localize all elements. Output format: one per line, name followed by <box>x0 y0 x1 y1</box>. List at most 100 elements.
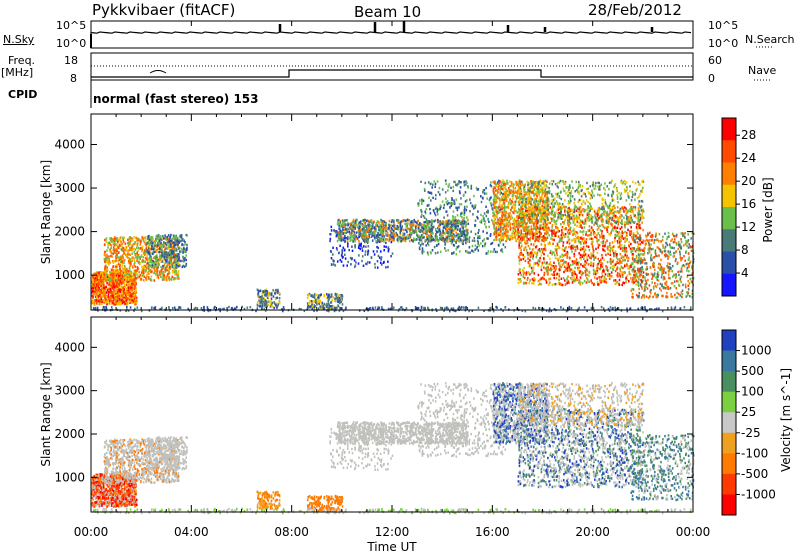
power-cell <box>119 297 121 301</box>
power-cell <box>410 233 413 236</box>
power-cell <box>416 238 419 241</box>
power-cell <box>493 213 496 217</box>
power-cell <box>109 278 112 281</box>
power-cell <box>343 249 346 252</box>
power-cell <box>120 256 122 259</box>
power-cell <box>429 237 431 241</box>
power-cell <box>429 182 432 186</box>
power-cell <box>112 291 114 294</box>
power-cell <box>261 304 263 308</box>
power-cell <box>425 244 428 247</box>
power-cell <box>596 234 598 237</box>
power-cell <box>426 220 428 223</box>
power-cell <box>118 284 120 287</box>
power-cell <box>114 276 117 279</box>
power-cell <box>420 228 422 232</box>
power-cell <box>415 221 418 224</box>
power-cell <box>467 186 470 189</box>
power-cell <box>117 300 120 303</box>
power-cell <box>134 301 136 304</box>
power-cell <box>346 227 349 231</box>
power-cell <box>276 302 278 306</box>
power-cell <box>490 242 492 246</box>
power-cell <box>443 203 446 207</box>
power-cell <box>98 291 100 294</box>
power-cell <box>114 286 116 289</box>
power-cell <box>118 265 121 268</box>
power-cell <box>160 247 163 251</box>
power-cell <box>351 225 354 228</box>
power-cell <box>459 229 461 233</box>
power-cell <box>109 279 111 282</box>
power-cell <box>465 231 468 235</box>
power-cell <box>381 231 384 234</box>
power-cell <box>448 229 451 232</box>
power-cell <box>133 275 135 278</box>
power-cell <box>491 218 493 222</box>
power-cell <box>496 189 499 193</box>
power-cell <box>487 218 489 221</box>
power-cell <box>167 273 169 276</box>
power-cell <box>458 180 460 183</box>
power-cell <box>400 236 402 239</box>
power-cell <box>347 260 349 264</box>
power-cell <box>136 251 138 254</box>
power-cell <box>439 232 442 236</box>
power-cell <box>506 193 509 197</box>
power-cell <box>128 294 131 297</box>
power-cell <box>437 218 439 222</box>
power-cell <box>135 277 137 280</box>
power-cell <box>369 230 371 234</box>
power-cell <box>97 292 99 296</box>
power-cell <box>360 244 362 248</box>
power-cell <box>275 288 277 292</box>
power-cell <box>390 220 393 224</box>
power-cell <box>542 192 544 195</box>
power-cell <box>150 275 153 278</box>
power-cell <box>388 248 390 251</box>
power-cell <box>372 223 374 226</box>
power-cell <box>421 250 423 253</box>
power-cell <box>424 212 427 215</box>
power-cell <box>339 301 341 305</box>
power-cell <box>434 182 437 186</box>
power-cell <box>156 261 158 264</box>
power-cell <box>447 219 449 223</box>
power-cell <box>108 290 110 294</box>
power-cell <box>379 240 381 243</box>
power-cell <box>340 295 343 298</box>
power-cell <box>457 182 459 186</box>
power-cell <box>339 227 341 230</box>
power-cell <box>91 294 93 297</box>
power-cell <box>450 242 453 245</box>
power-cell <box>372 231 374 234</box>
power-cell <box>364 232 366 235</box>
power-cell <box>104 296 106 300</box>
power-cell <box>164 261 167 265</box>
power-cell <box>338 222 340 225</box>
power-cell <box>183 259 186 262</box>
power-cell <box>131 280 133 284</box>
power-cell <box>93 278 96 282</box>
power-cell <box>374 266 376 269</box>
power-cell <box>478 244 480 247</box>
power-cell <box>133 236 135 239</box>
power-cell <box>453 227 456 230</box>
power-cell <box>100 291 103 294</box>
power-cell <box>156 271 158 274</box>
power-cell <box>385 233 387 236</box>
power-cell <box>509 189 511 192</box>
power-cell <box>268 300 271 303</box>
power-cell <box>113 295 116 298</box>
power-cell <box>454 180 456 184</box>
power-cell <box>158 251 161 254</box>
power-cell <box>113 277 116 280</box>
power-cell <box>157 244 159 247</box>
power-cell <box>102 280 104 283</box>
power-cell <box>349 239 352 242</box>
power-cell <box>482 197 484 200</box>
power-cell <box>412 220 414 223</box>
power-cell <box>164 234 166 237</box>
power-cell <box>358 242 361 245</box>
power-cell <box>155 248 158 252</box>
